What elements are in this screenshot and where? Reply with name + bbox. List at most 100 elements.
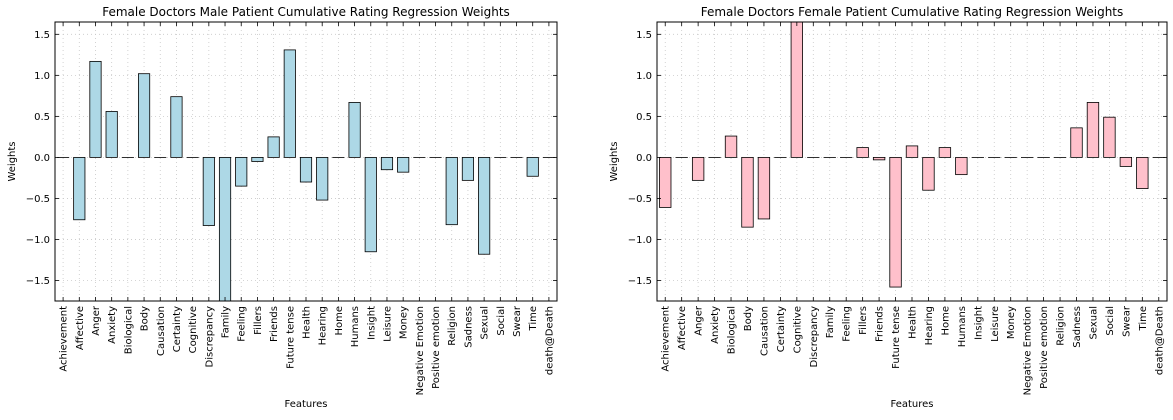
x-tick-label: Insight	[366, 306, 377, 340]
y-tick-label: 1.0	[34, 71, 50, 82]
x-tick-label: Causation	[759, 306, 770, 356]
x-tick-label: Biological	[727, 306, 738, 354]
x-tick-label: Sadness	[463, 306, 474, 348]
x-tick-label: Body	[140, 306, 151, 331]
bar-body	[742, 157, 754, 227]
bar-affective	[74, 157, 85, 219]
bar-cognitive	[791, 22, 803, 157]
bar-causation	[758, 157, 770, 219]
bar-time	[527, 157, 538, 176]
bar-insight	[365, 157, 376, 251]
x-tick-label: Health	[302, 306, 313, 339]
x-tick-label: Humans	[350, 306, 361, 347]
x-tick-label: Feeling	[237, 306, 248, 342]
x-axis-label: Features	[891, 399, 934, 410]
bar-family	[219, 157, 230, 301]
x-tick-label: Negative Emotion	[1023, 306, 1034, 395]
bar-sadness	[462, 157, 473, 180]
axes-frame	[657, 22, 1167, 301]
x-tick-label: Insight	[973, 306, 984, 340]
bar-fillers	[252, 157, 263, 161]
x-tick-label: Hearing	[924, 306, 935, 345]
y-tick-label: −1.5	[26, 276, 50, 287]
bar-future-tense	[890, 157, 902, 287]
bar-friends	[873, 157, 885, 159]
x-axis-label: Features	[285, 399, 328, 410]
bar-time	[1137, 157, 1149, 188]
bar-anxiety	[106, 111, 117, 157]
x-tick-label: Swear	[512, 305, 523, 337]
x-tick-label: Biological	[123, 306, 134, 354]
y-axis-label: Weights	[609, 141, 620, 181]
y-tick-label: 0.0	[636, 153, 652, 164]
x-tick-label: Leisure	[382, 306, 393, 342]
x-tick-label: Feeling	[842, 306, 853, 342]
bar-achievement	[659, 157, 671, 207]
x-tick-label: Future tense	[285, 306, 296, 369]
x-tick-label: Negative Emotion	[415, 306, 426, 395]
x-tick-label: Social	[496, 306, 507, 336]
x-tick-label: Discrepancy	[204, 306, 215, 368]
x-tick-label: Friends	[269, 306, 280, 342]
y-tick-label: 0.5	[636, 112, 652, 123]
x-tick-label: Achievement	[661, 306, 672, 372]
y-tick-label: 1.5	[636, 30, 652, 41]
x-tick-label: Sexual	[480, 306, 491, 340]
bar-certainty	[171, 97, 182, 158]
x-tick-label: Affective	[75, 306, 86, 350]
x-tick-label: Discrepancy	[809, 306, 820, 368]
x-tick-label: Time	[1138, 306, 1149, 331]
x-tick-label: Fillers	[253, 306, 264, 335]
bar-anger	[692, 157, 704, 180]
x-tick-label: Affective	[677, 306, 688, 350]
bar-humans	[349, 102, 360, 157]
x-tick-label: Family	[221, 306, 232, 338]
x-tick-label: Future tense	[891, 306, 902, 369]
y-tick-label: −1.0	[628, 235, 652, 246]
bar-hearing	[923, 157, 935, 190]
bar-hearing	[317, 157, 328, 200]
x-tick-label: Certainty	[776, 306, 787, 352]
x-tick-label: Cognitive	[792, 306, 803, 353]
bar-future-tense	[284, 50, 295, 157]
y-tick-label: −0.5	[628, 194, 652, 205]
bar-friends	[268, 137, 279, 158]
x-tick-label: Home	[940, 306, 951, 336]
bar-humans	[956, 157, 968, 174]
y-tick-label: −0.5	[26, 194, 50, 205]
x-tick-label: death@Death	[1154, 306, 1165, 375]
x-tick-label: Positive emotion	[431, 306, 442, 389]
bar-feeling	[236, 157, 247, 186]
y-axis-label: Weights	[7, 141, 18, 181]
y-tick-label: 1.5	[34, 30, 50, 41]
x-tick-label: Money	[399, 306, 410, 339]
chart-title: Female Doctors Female Patient Cumulative…	[701, 5, 1124, 19]
x-tick-label: Religion	[447, 306, 458, 346]
y-tick-label: 0.0	[34, 153, 50, 164]
bar-money	[397, 157, 408, 172]
bar-sadness	[1071, 128, 1083, 158]
bar-health	[906, 146, 918, 157]
bar-religion	[446, 157, 457, 224]
x-tick-label: Positive emotion	[1039, 306, 1050, 389]
x-tick-label: Certainty	[172, 306, 183, 352]
x-tick-label: Family	[825, 306, 836, 338]
x-tick-label: Anger	[694, 305, 705, 336]
y-tick-label: 0.5	[34, 112, 50, 123]
x-tick-label: Cognitive	[188, 306, 199, 353]
x-tick-label: Anxiety	[710, 306, 721, 344]
bar-sexual	[1087, 102, 1099, 157]
x-tick-label: Money	[1006, 306, 1017, 339]
x-tick-label: Sadness	[1072, 306, 1083, 348]
x-tick-label: Fillers	[858, 306, 869, 335]
x-tick-label: Home	[334, 306, 345, 336]
x-tick-label: Health	[908, 306, 919, 339]
x-tick-label: Humans	[957, 306, 968, 347]
chart-title: Female Doctors Male Patient Cumulative R…	[102, 5, 510, 19]
x-tick-label: death@Death	[544, 306, 555, 375]
x-tick-label: Causation	[156, 306, 167, 356]
x-tick-label: Social	[1105, 306, 1116, 336]
